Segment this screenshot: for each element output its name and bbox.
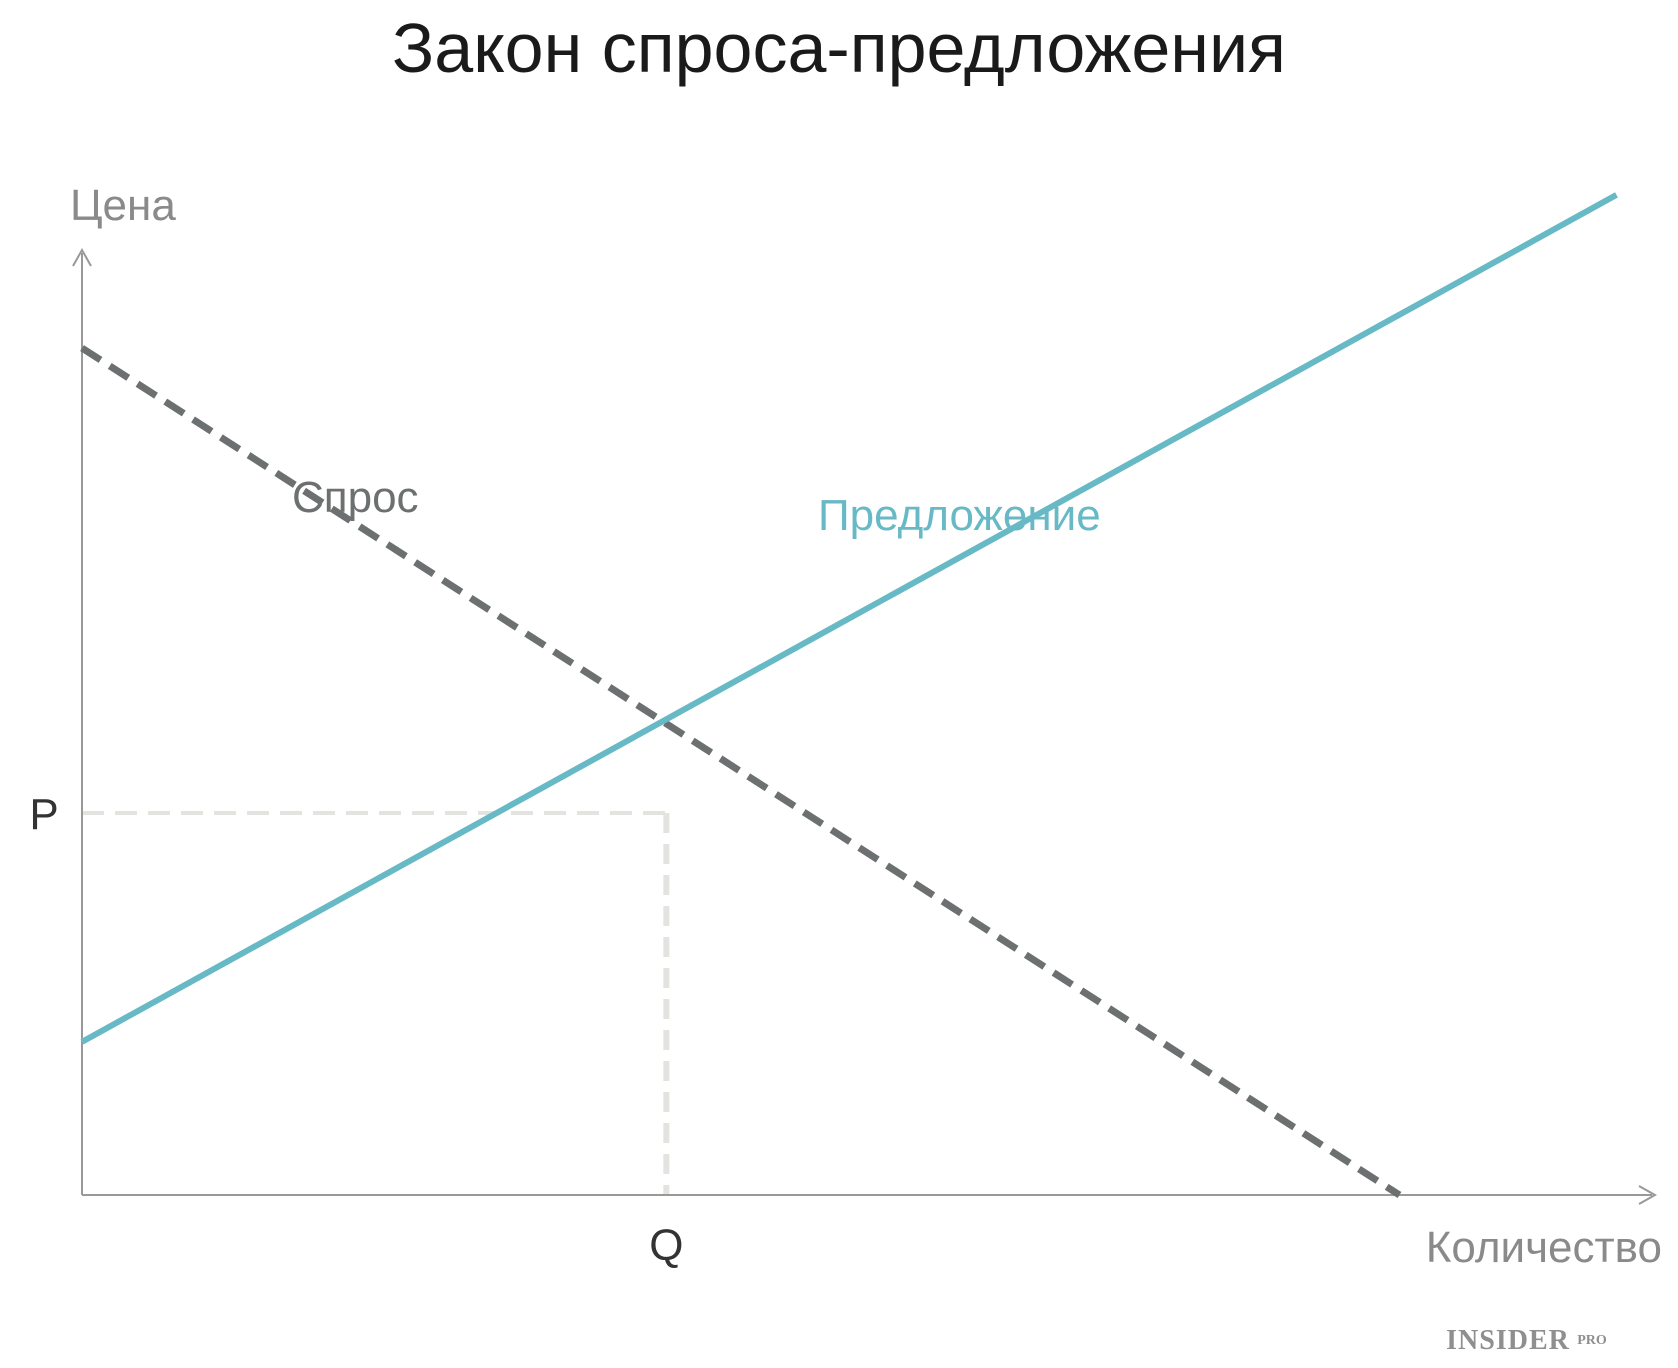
brand-suffix: PRO bbox=[1577, 1333, 1607, 1348]
series-group bbox=[80, 192, 1618, 1198]
brand-name: INSIDER bbox=[1446, 1325, 1570, 1356]
x-tick-label-q: Q bbox=[649, 1221, 683, 1270]
chart-title: Закон спроса-предложения bbox=[392, 9, 1286, 87]
equilibrium-guides bbox=[82, 810, 670, 1195]
demand-line bbox=[80, 345, 1402, 1198]
demand-label: Спрос bbox=[292, 473, 419, 522]
supply-line bbox=[80, 192, 1618, 1045]
y-axis-label: Цена bbox=[70, 181, 176, 230]
y-tick-label-p: P bbox=[29, 790, 58, 839]
y-axis-arrow bbox=[72, 247, 92, 267]
x-axis-label: Количество bbox=[1426, 1223, 1662, 1272]
supply-label: Предложение bbox=[818, 491, 1101, 540]
x-axis-arrow bbox=[1638, 1185, 1658, 1205]
brand-logo: INSIDER PRO bbox=[1446, 1325, 1607, 1356]
